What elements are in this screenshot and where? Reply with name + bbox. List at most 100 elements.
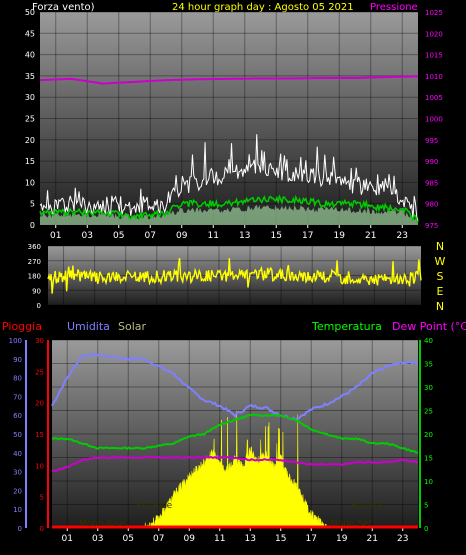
wind-y-tick-label: 35 <box>25 72 35 81</box>
pressure-y-tick-label: 995 <box>425 137 438 145</box>
direction-y-tick-label: 90 <box>32 287 41 295</box>
moonrise-label: Moon Rise <box>79 519 126 529</box>
wind-y-tick-label: 15 <box>25 157 35 166</box>
compass-label: W <box>435 255 446 268</box>
rain-y-tick-label: 25 <box>35 368 44 376</box>
pressure-y-tick-label: 1010 <box>425 73 443 81</box>
direction-panel-grid <box>48 245 421 306</box>
climate-x-tick-label: 19 <box>336 534 348 544</box>
wind-direction-line <box>47 257 422 294</box>
legend-dewpoint: Dew Point (°C) <box>392 320 466 333</box>
humidity-y-tick-label: 20 <box>13 487 22 495</box>
climate-x-tick-label: 09 <box>184 534 196 544</box>
legend-humidity: Umidita <box>67 320 110 333</box>
pressure-y-tick-label: 975 <box>425 222 438 230</box>
wind-y-tick-label: 20 <box>25 136 35 145</box>
humidity-y-tick-label: 100 <box>9 337 22 345</box>
rain-y-tick-label: 15 <box>35 431 44 439</box>
direction-panel-data <box>47 257 422 294</box>
pressure-y-tick-label: 1015 <box>425 52 443 60</box>
rain-y-tick-label: 20 <box>35 400 44 408</box>
wind-y-tick-label: 40 <box>25 51 35 60</box>
direction-y-tick-label: 180 <box>28 273 41 281</box>
rain-y-tick-label: 10 <box>35 462 44 470</box>
temperature-line <box>51 413 419 454</box>
wind-x-tick-label: 17 <box>302 231 313 241</box>
temperature-y-tick-label: 0 <box>424 525 428 533</box>
compass-label: S <box>437 270 444 283</box>
header-center-title: 24 hour graph day : Agosto 05 2021 <box>172 2 354 13</box>
climate-x-tick-label: 01 <box>62 534 73 544</box>
wind-y-tick-label: 30 <box>25 93 35 102</box>
direction-y-tick-label: 0 <box>37 302 41 310</box>
temperature-y-tick-label: 30 <box>424 384 433 392</box>
climate-x-tick-label: 05 <box>123 534 134 544</box>
pressure-y-tick-label: 1025 <box>425 9 443 17</box>
header-left-title: Forza vento) <box>32 2 95 13</box>
climate-x-tick-label: 03 <box>92 534 103 544</box>
humidity-y-tick-label: 10 <box>13 506 22 514</box>
wind-x-tick-label: 01 <box>50 231 61 241</box>
legend-solar: Solar <box>118 320 147 333</box>
direction-y-tick-label: 360 <box>28 243 41 251</box>
humidity-y-tick-label: 90 <box>13 356 22 364</box>
pressure-y-tick-label: 990 <box>425 158 438 166</box>
wind-x-tick-label: 15 <box>271 231 282 241</box>
wind-y-tick-label: 45 <box>25 29 35 38</box>
wind-x-tick-label: 11 <box>208 231 219 241</box>
pressure-y-tick-label: 985 <box>425 179 438 187</box>
temperature-y-tick-label: 5 <box>424 502 428 510</box>
rain-y-tick-label: 0 <box>40 525 44 533</box>
wind-x-tick-label: 07 <box>145 231 156 241</box>
compass-label: E <box>437 285 444 298</box>
sunset-label: SunSet <box>351 501 383 511</box>
wind-gust-line <box>39 134 419 222</box>
humidity-y-tick-label: 30 <box>13 469 22 477</box>
pressure-y-tick-label: 1005 <box>425 94 443 102</box>
humidity-y-tick-label: 50 <box>13 431 22 439</box>
compass-label: N <box>436 240 444 253</box>
climate-x-tick-label: 13 <box>245 534 256 544</box>
rain-y-tick-label: 30 <box>35 337 44 345</box>
wind-panel-data <box>39 75 419 225</box>
wind-x-tick-label: 21 <box>365 231 376 241</box>
climate-panel-annotations: SunRise SunSet Moon Rise Moon Set <box>79 501 383 529</box>
climate-x-tick-label: 07 <box>153 534 164 544</box>
rain-y-tick-label: 5 <box>40 494 44 502</box>
temperature-y-tick-label: 35 <box>424 361 433 369</box>
wind-x-tick-label: 19 <box>334 231 346 241</box>
pressure-y-tick-label: 1000 <box>425 116 443 124</box>
pressure-line <box>39 75 419 85</box>
wind-x-tick-label: 03 <box>82 231 93 241</box>
wind-panel-axes: 0510152025303540455097598098599099510001… <box>25 8 443 241</box>
climate-x-tick-label: 11 <box>214 534 225 544</box>
humidity-y-tick-label: 40 <box>13 450 22 458</box>
humidity-y-tick-label: 60 <box>13 412 22 420</box>
climate-x-tick-label: 21 <box>367 534 378 544</box>
humidity-line <box>51 352 419 422</box>
temperature-y-tick-label: 15 <box>424 455 433 463</box>
moonset-label: Moon Set <box>330 519 373 529</box>
temperature-y-tick-label: 10 <box>424 478 433 486</box>
wind-average-line <box>39 194 419 224</box>
climate-panel-axes: 0510152025303540010203040506070809010005… <box>9 337 433 544</box>
compass-label: N <box>436 300 444 313</box>
wind-y-tick-label: 0 <box>30 221 35 230</box>
climate-x-tick-label: 17 <box>306 534 317 544</box>
pressure-y-tick-label: 980 <box>425 201 438 209</box>
legend-temperature: Temperatura <box>311 320 382 333</box>
wind-x-tick-label: 23 <box>397 231 408 241</box>
wind-y-tick-label: 50 <box>25 8 35 17</box>
pressure-y-tick-label: 1020 <box>425 30 443 38</box>
climate-panel-data <box>51 352 419 529</box>
humidity-y-tick-label: 70 <box>13 393 22 401</box>
wind-x-tick-label: 05 <box>113 231 124 241</box>
direction-y-tick-label: 270 <box>28 258 41 266</box>
humidity-y-tick-label: 80 <box>13 375 22 383</box>
temperature-y-tick-label: 25 <box>424 408 433 416</box>
wind-x-tick-label: 09 <box>176 231 188 241</box>
wind-y-tick-label: 25 <box>25 115 35 124</box>
climate-x-tick-label: 15 <box>275 534 286 544</box>
